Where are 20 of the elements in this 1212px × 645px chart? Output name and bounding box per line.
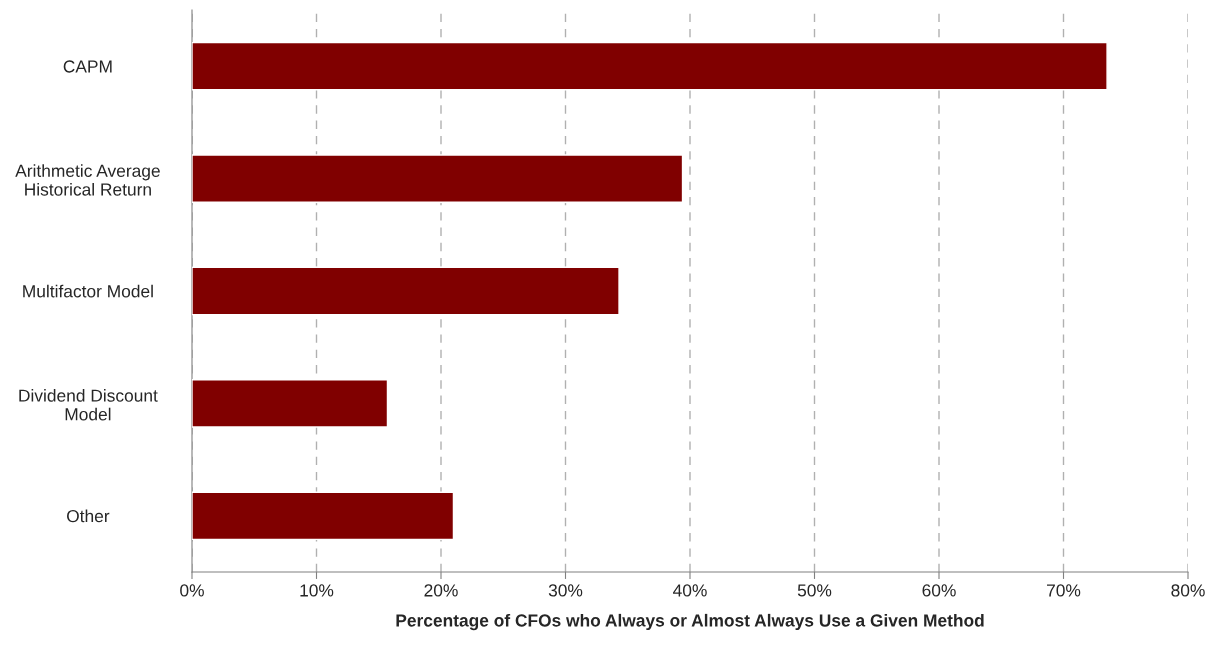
- bar: [192, 154, 684, 203]
- bar: [192, 41, 1108, 91]
- x-tick-label: 40%: [673, 584, 707, 597]
- x-tick-label: 0%: [180, 584, 204, 597]
- x-tick-label: 70%: [1047, 584, 1081, 597]
- bar: [192, 491, 455, 541]
- y-tick-label: Arithmetic Average Historical Return: [15, 164, 160, 196]
- y-tick-label: Other: [67, 509, 110, 523]
- x-tick-label: 20%: [424, 584, 458, 597]
- x-tick-label: 50%: [797, 584, 832, 597]
- x-tick-label: 60%: [922, 584, 956, 597]
- x-axis-title: Percentage of CFOs who Always or Almost Always Use a Given Method: [396, 613, 984, 631]
- y-tick-label: CAPM: [63, 60, 112, 73]
- y-tick-label: Dividend Discount Model: [19, 389, 158, 421]
- bar: [192, 379, 389, 428]
- bar: [192, 266, 620, 316]
- y-tick-label: Multifactor Model: [23, 284, 153, 298]
- x-tick-label: 10%: [300, 584, 334, 597]
- x-tick-label: 80%: [1171, 584, 1205, 597]
- x-tick-label: 30%: [548, 584, 583, 597]
